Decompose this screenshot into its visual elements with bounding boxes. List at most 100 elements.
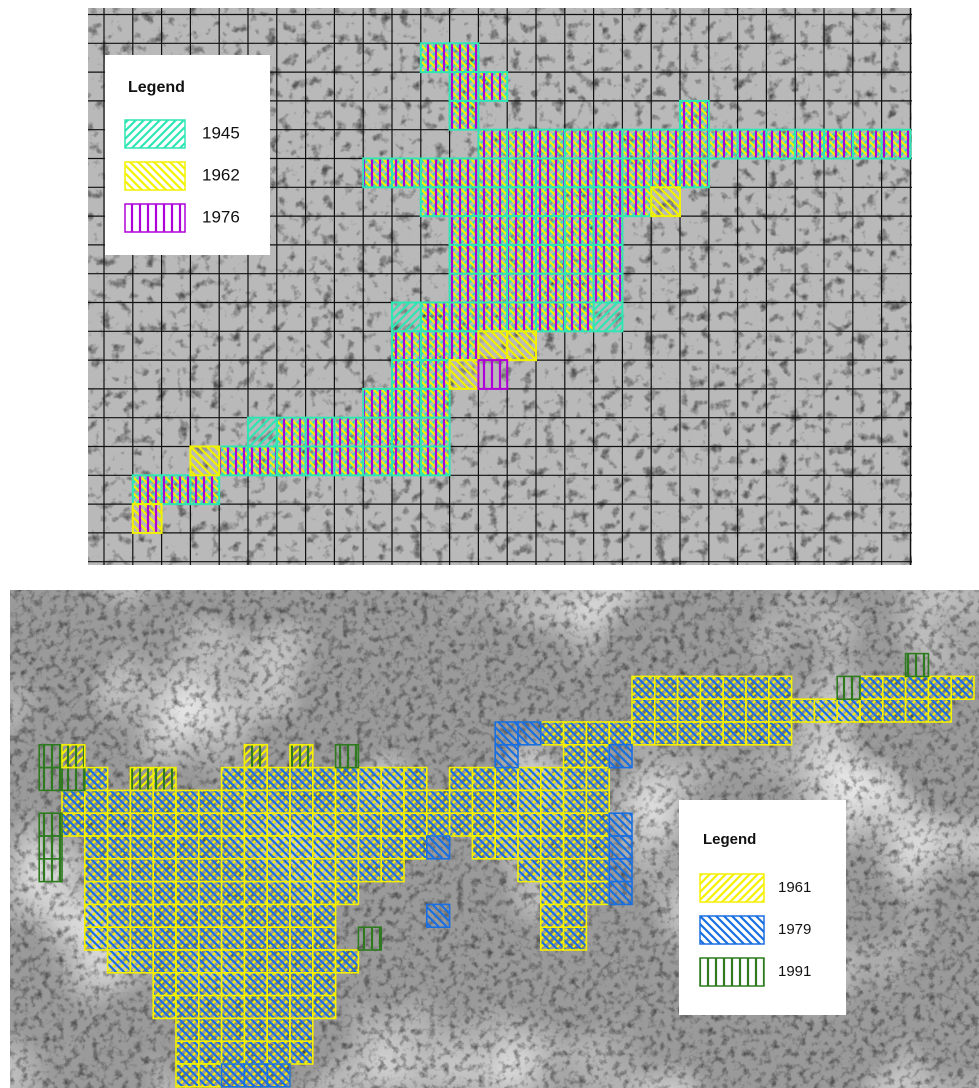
hatched-cell — [586, 882, 609, 905]
hatched-cell — [244, 1064, 267, 1087]
hatched-cell — [306, 447, 335, 476]
hatched-cell — [222, 904, 245, 927]
hatched-cell — [536, 130, 565, 159]
hatched-cell — [244, 904, 267, 927]
hatched-cell — [392, 303, 421, 332]
hatched-cell — [222, 768, 245, 791]
hatched-cell — [421, 331, 450, 360]
hatched-cell — [723, 676, 746, 699]
hatched-cell — [594, 159, 623, 188]
hatched-cell — [928, 676, 951, 699]
hatched-cell — [108, 790, 131, 813]
hatched-cell — [336, 768, 359, 791]
hatched-cell — [313, 927, 336, 950]
hatched-cell — [478, 274, 507, 303]
hatched-cell — [199, 927, 222, 950]
hatched-cell — [541, 768, 564, 791]
hatched-cell — [244, 836, 267, 859]
hatched-cell — [130, 927, 153, 950]
hatched-cell — [609, 813, 632, 836]
hatched-cell — [392, 447, 421, 476]
hatched-cell — [507, 245, 536, 274]
hatched-cell — [564, 836, 587, 859]
hatched-cell — [541, 904, 564, 927]
hatched-cell — [594, 245, 623, 274]
hatched-cell — [244, 973, 267, 996]
hatched-cell — [709, 130, 738, 159]
hatched-cell — [564, 813, 587, 836]
hatched-cell — [313, 790, 336, 813]
hatched-cell — [267, 927, 290, 950]
hatched-cell — [427, 790, 450, 813]
legend-label: 1979 — [778, 921, 811, 938]
hatched-cell — [130, 859, 153, 882]
hatched-cell — [655, 676, 678, 699]
hatched-cell — [421, 159, 450, 188]
hatched-cell — [883, 676, 906, 699]
hatched-cell — [153, 790, 176, 813]
hatched-cell — [565, 130, 594, 159]
hatched-cell — [655, 722, 678, 745]
hatched-cell — [536, 303, 565, 332]
hatched-cell — [85, 836, 108, 859]
hatched-cell — [565, 216, 594, 245]
hatched-cell — [290, 1018, 313, 1041]
hatched-cell — [769, 676, 792, 699]
hatched-cell — [244, 927, 267, 950]
hatched-cell — [609, 882, 632, 905]
hatched-cell — [723, 722, 746, 745]
hatched-cell — [290, 996, 313, 1019]
hatched-cell — [222, 882, 245, 905]
hatched-cell — [594, 130, 623, 159]
hatched-cell — [622, 130, 651, 159]
hatched-cell — [153, 996, 176, 1019]
hatched-cell — [427, 904, 450, 927]
hatched-cell — [564, 768, 587, 791]
hatched-cell — [381, 768, 404, 791]
hatched-cell — [244, 768, 267, 791]
hatched-cell — [267, 904, 290, 927]
hatched-cell — [176, 790, 199, 813]
hatched-cell — [190, 447, 219, 476]
hatched-cell — [906, 676, 929, 699]
hatched-cell — [222, 1018, 245, 1041]
hatched-cell — [404, 836, 427, 859]
hatched-cell — [738, 130, 767, 159]
hatched-cell — [541, 790, 564, 813]
hatched-cell — [651, 187, 680, 216]
hatched-cell — [495, 813, 518, 836]
hatched-cell — [906, 699, 929, 722]
hatched-cell — [541, 813, 564, 836]
legend-swatch — [125, 204, 185, 232]
hatched-cell — [564, 745, 587, 768]
hatched-cell — [85, 813, 108, 836]
hatched-cell — [267, 768, 290, 791]
hatched-cell — [518, 813, 541, 836]
hatched-cell — [108, 882, 131, 905]
hatched-cell — [381, 859, 404, 882]
hatched-cell — [222, 1041, 245, 1064]
hatched-cell — [586, 722, 609, 745]
hatched-cell — [85, 859, 108, 882]
hatched-cell — [507, 274, 536, 303]
hatched-cell — [133, 475, 162, 504]
hatched-cell — [290, 768, 313, 791]
hatched-cell — [290, 950, 313, 973]
hatched-cell — [290, 859, 313, 882]
hatched-cell — [290, 790, 313, 813]
hatched-cell — [130, 950, 153, 973]
hatched-cell — [518, 859, 541, 882]
hatched-cell — [536, 187, 565, 216]
hatched-cell — [392, 159, 421, 188]
hatched-cell — [313, 768, 336, 791]
hatched-cell — [651, 130, 680, 159]
hatched-cell — [472, 813, 495, 836]
hatched-cell — [190, 475, 219, 504]
hatched-cell — [108, 859, 131, 882]
hatched-cell — [680, 159, 709, 188]
hatched-cell — [392, 389, 421, 418]
hatched-cell — [594, 187, 623, 216]
hatched-cell — [313, 882, 336, 905]
hatched-cell — [536, 245, 565, 274]
